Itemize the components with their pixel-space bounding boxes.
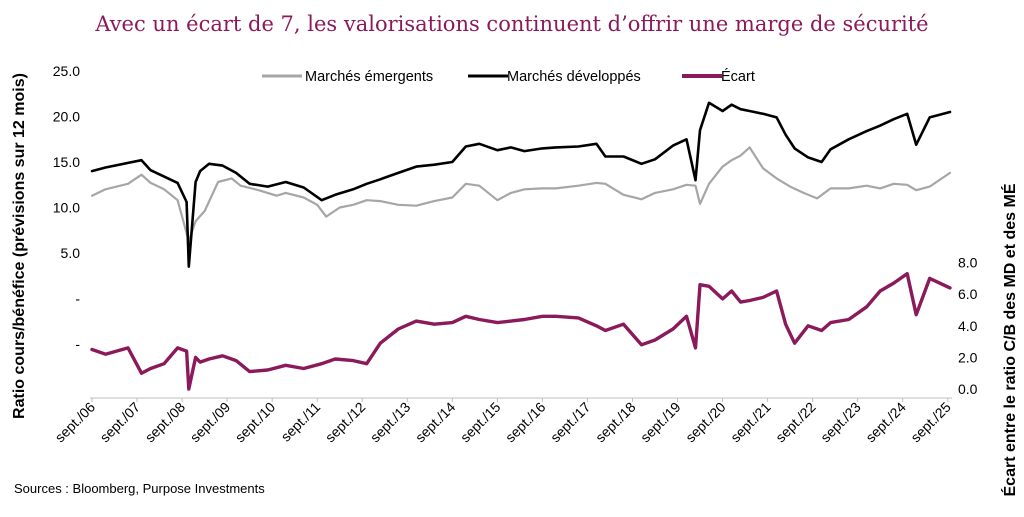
series-line--cart (90, 272, 952, 391)
left-axis-ticks: 25.0 20.0 15.0 10.0 5.0 - - (53, 63, 81, 352)
series-line-march-s-mergents (90, 146, 952, 243)
x-tick-label: sept./14 (412, 399, 459, 446)
legend: Marchés émergents Marchés développés Écart (262, 68, 755, 85)
legend-label: Marchés développés (507, 69, 641, 85)
x-tick-label: sept./10 (232, 399, 279, 446)
legend-label: Marchés émergents (305, 69, 433, 85)
x-tick-label: sept./12 (322, 399, 369, 446)
left-tick-label: 15.0 (53, 154, 80, 170)
legend-label: Écart (721, 68, 755, 85)
series-layer (90, 101, 952, 391)
x-tick-label: sept./21 (727, 399, 774, 446)
x-tick-label: sept./17 (547, 399, 594, 446)
x-tick-label: sept./09 (187, 399, 234, 446)
x-tick-label: sept./18 (592, 399, 639, 446)
x-tick-label: sept./19 (637, 399, 684, 446)
x-tick-label: sept./15 (457, 399, 504, 446)
left-tick-label: - (75, 291, 80, 307)
left-tick-label: 10.0 (53, 200, 80, 216)
right-tick-label: 0.0 (958, 381, 978, 397)
y-axis-label-right: Écart entre le ratio C/B des MD et des M… (1000, 183, 1019, 496)
left-tick-label: 5.0 (61, 245, 81, 261)
left-tick-label: 25.0 (53, 63, 80, 79)
x-tick-label: sept./06 (52, 399, 99, 446)
right-axis-ticks: 8.0 6.0 4.0 2.0 0.0 (958, 255, 978, 397)
y-axis-label-left: Ratio cours/bénéfice (prévisions sur 12 … (11, 73, 28, 419)
left-tick-label: - (75, 336, 80, 352)
x-tick-label: sept./23 (817, 399, 864, 446)
x-tick-label: sept./16 (502, 399, 549, 446)
left-tick-label: 20.0 (53, 109, 80, 125)
x-tick-label: sept./11 (278, 399, 324, 445)
right-tick-label: 8.0 (958, 255, 978, 271)
right-tick-label: 4.0 (958, 318, 978, 334)
right-tick-label: 6.0 (958, 286, 978, 302)
x-axis-ticks: sept./06sept./07sept./08sept./09sept./10… (52, 398, 954, 445)
x-tick-label: sept./25 (907, 399, 954, 446)
x-tick-label: sept./22 (772, 399, 819, 446)
x-tick-label: sept./20 (682, 399, 729, 446)
x-tick-label: sept./07 (97, 399, 144, 446)
series-line-march-s-d-velopp-s (90, 101, 952, 268)
chart-title: Avec un écart de 7, les valorisations co… (95, 12, 929, 36)
x-tick-label: sept./13 (367, 399, 414, 446)
right-tick-label: 2.0 (958, 349, 978, 365)
source-note: Sources : Bloomberg, Purpose Investments (14, 481, 265, 496)
x-tick-label: sept./08 (142, 399, 189, 446)
x-tick-label: sept./24 (862, 399, 909, 446)
